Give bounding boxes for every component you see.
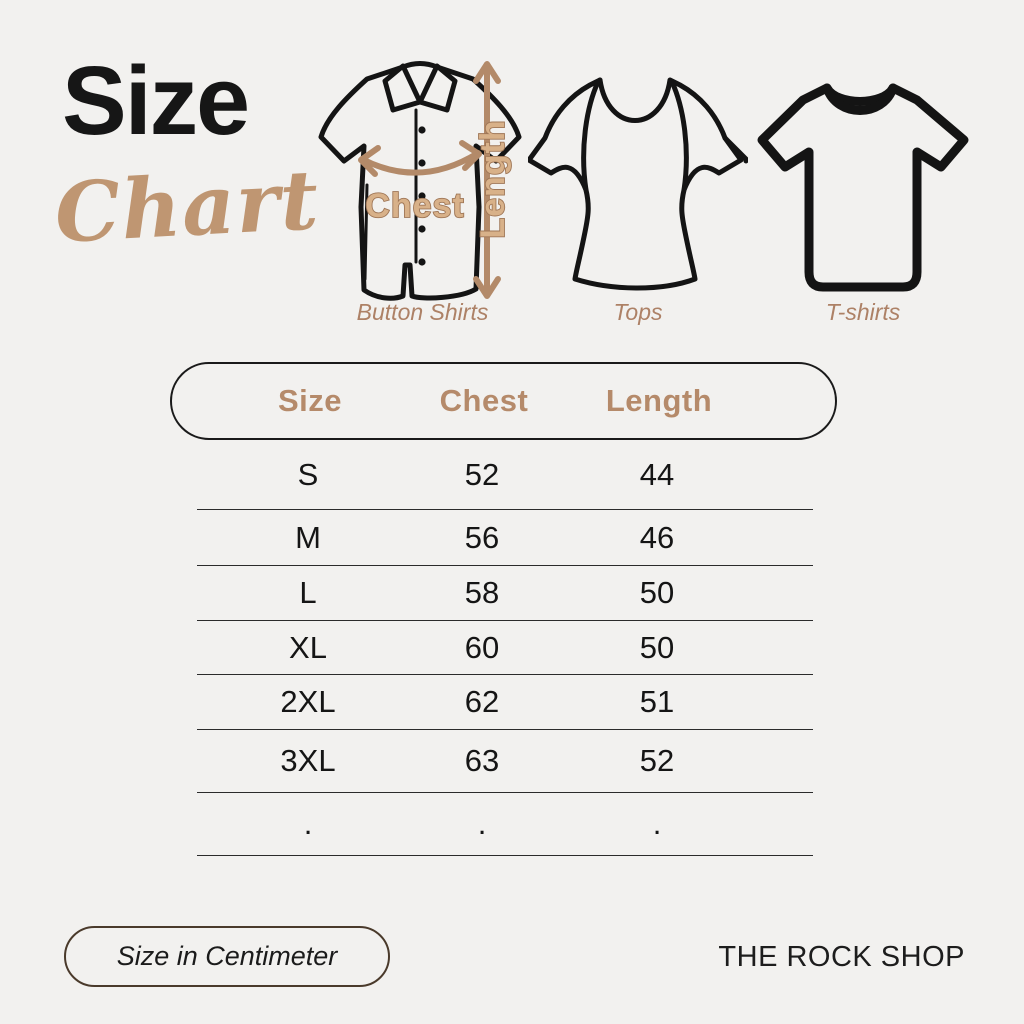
cell-size: 3XL — [280, 743, 336, 778]
cell-length: 46 — [639, 519, 675, 555]
table-row-placeholder: . . . — [197, 793, 813, 856]
cell-length: 50 — [639, 575, 675, 610]
length-label: Length — [474, 119, 512, 238]
caption-tops: Tops — [613, 299, 663, 325]
size-table: S 52 44 M 56 46 L 58 50 XL 60 50 2XL 62 … — [197, 441, 813, 856]
cell-chest: 62 — [464, 684, 500, 719]
tops-sleeve-seams — [581, 79, 689, 193]
cell-chest: 52 — [464, 457, 500, 492]
cell-chest: 56 — [464, 519, 500, 555]
table-row-2xl: 2XL 62 51 — [197, 675, 813, 730]
brand-name: THE ROCK SHOP — [718, 941, 965, 973]
cell-length: . — [652, 806, 662, 841]
cell-size: S — [297, 457, 319, 492]
cell-chest: 58 — [464, 575, 500, 610]
table-row-l: L 58 50 — [197, 566, 813, 621]
tshirt-illustration — [757, 83, 969, 292]
table-row-3xl: 3XL 63 52 — [197, 730, 813, 793]
cell-length: 50 — [639, 629, 675, 665]
length-arrow — [473, 61, 501, 299]
cell-size: M — [295, 519, 321, 555]
tops-body — [528, 77, 744, 291]
chest-arrow — [358, 140, 482, 177]
cell-length: 52 — [639, 743, 675, 778]
chest-label: Chest — [365, 187, 464, 225]
cell-chest: 63 — [464, 743, 500, 778]
cell-chest: . — [477, 806, 487, 841]
unit-badge-label: Size in Centimeter — [116, 941, 338, 971]
button-shirt-placket — [363, 108, 418, 281]
column-header-chest: Chest — [439, 383, 529, 418]
cell-size: XL — [289, 629, 327, 665]
caption-tshirts: T-shirts — [825, 299, 901, 325]
cell-chest: 60 — [464, 629, 500, 665]
button-shirt-illustration: Chest Length — [318, 61, 522, 301]
cell-size: 2XL — [280, 684, 336, 719]
cell-length: 51 — [639, 684, 675, 719]
page-title-chart: Chart — [52, 152, 322, 262]
tshirt-collar — [822, 83, 898, 115]
button-shirt-outline — [318, 64, 522, 301]
unit-badge: Size in Centimeter — [64, 926, 390, 987]
cell-length: 44 — [639, 457, 675, 492]
column-header-length: Length — [605, 383, 713, 418]
cell-size: . — [303, 806, 313, 841]
table-header: Size Chest Length — [170, 362, 837, 440]
button-shirt-collar — [382, 61, 458, 113]
page-title-size: Size — [62, 46, 250, 155]
table-row-m: M 56 46 — [197, 510, 813, 566]
table-row-xl: XL 60 50 — [197, 621, 813, 675]
column-header-size: Size — [277, 383, 343, 418]
tops-illustration — [528, 77, 748, 291]
caption-button-shirts: Button Shirts — [356, 299, 489, 325]
cell-size: L — [299, 575, 317, 610]
button-shirt-buttons — [418, 126, 426, 266]
tshirt-outline — [757, 83, 969, 292]
table-row-s: S 52 44 — [197, 441, 813, 510]
